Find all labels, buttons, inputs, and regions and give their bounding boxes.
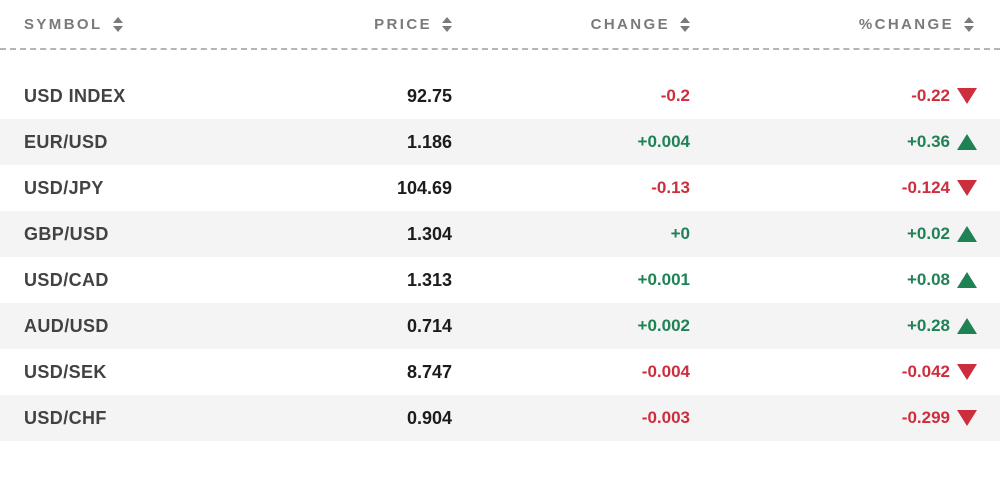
table-row[interactable]: EUR/USD 1.186 +0.004 +0.36 — [0, 119, 1000, 165]
column-header-pct-change-label: %CHANGE — [858, 15, 954, 33]
change-cell: +0.001 — [637, 270, 690, 289]
sort-icon — [112, 16, 123, 32]
symbol-cell[interactable]: EUR/USD — [24, 131, 108, 152]
table-row[interactable]: USD/CHF 0.904 -0.003 -0.299 — [0, 395, 1000, 441]
trend-arrow-icon — [957, 180, 977, 196]
table-row[interactable]: USD/SEK 8.747 -0.004 -0.042 — [0, 349, 1000, 395]
trend-arrow-icon — [957, 134, 977, 150]
table-body: USD INDEX 92.75 -0.2 -0.22 EUR/USD 1.186… — [0, 73, 1000, 441]
symbol-cell[interactable]: USD/CHF — [24, 407, 107, 428]
column-header-change-label: CHANGE — [590, 15, 670, 33]
arrow-cell — [950, 318, 1000, 334]
pct-change-cell: +0.36 — [906, 132, 950, 151]
pct-change-cell: -0.299 — [901, 408, 950, 427]
sort-icon — [442, 16, 452, 32]
arrow-cell — [950, 180, 1000, 196]
table-row[interactable]: USD/CAD 1.313 +0.001 +0.08 — [0, 257, 1000, 303]
change-cell: -0.004 — [641, 362, 690, 381]
column-header-symbol[interactable]: SYMBOL — [0, 16, 260, 33]
price-cell: 0.904 — [406, 407, 452, 428]
arrow-cell — [950, 226, 1000, 242]
trend-arrow-icon — [957, 364, 977, 380]
column-header-symbol-label: SYMBOL — [24, 15, 103, 33]
table-row[interactable]: GBP/USD 1.304 +0 +0.02 — [0, 211, 1000, 257]
column-header-price-label: PRICE — [374, 15, 432, 33]
symbol-cell[interactable]: USD INDEX — [24, 85, 126, 106]
symbol-cell[interactable]: GBP/USD — [24, 223, 109, 244]
price-cell: 1.313 — [406, 269, 452, 290]
change-cell: +0.004 — [637, 132, 690, 151]
change-cell: -0.003 — [641, 408, 690, 427]
symbol-cell[interactable]: USD/JPY — [24, 177, 104, 198]
table-row[interactable]: USD INDEX 92.75 -0.2 -0.22 — [0, 73, 1000, 119]
arrow-cell — [950, 410, 1000, 426]
table-header: SYMBOL PRICE CHANGE %CHANGE — [0, 0, 1000, 50]
price-cell: 0.714 — [406, 315, 452, 336]
price-cell: 1.304 — [406, 223, 452, 244]
pct-change-cell: +0.02 — [906, 224, 950, 243]
change-cell: -0.13 — [651, 178, 690, 197]
trend-arrow-icon — [957, 272, 977, 288]
pct-change-cell: -0.124 — [901, 178, 950, 197]
symbol-cell[interactable]: USD/CAD — [24, 269, 109, 290]
trend-arrow-icon — [957, 226, 977, 242]
price-cell: 1.186 — [406, 131, 452, 152]
change-cell: +0.002 — [637, 316, 690, 335]
pct-change-cell: -0.22 — [911, 86, 950, 105]
pct-change-cell: +0.08 — [906, 270, 950, 289]
pct-change-cell: -0.042 — [901, 362, 950, 381]
symbol-cell[interactable]: USD/SEK — [24, 361, 107, 382]
arrow-cell — [950, 272, 1000, 288]
price-cell: 8.747 — [406, 361, 452, 382]
arrow-cell — [950, 364, 1000, 380]
trend-arrow-icon — [957, 410, 977, 426]
sort-icon — [680, 16, 690, 32]
column-header-price[interactable]: PRICE — [260, 16, 452, 33]
column-header-change[interactable]: CHANGE — [452, 16, 690, 33]
arrow-cell — [950, 134, 1000, 150]
price-cell: 92.75 — [406, 85, 452, 106]
table-row[interactable]: AUD/USD 0.714 +0.002 +0.28 — [0, 303, 1000, 349]
trend-arrow-icon — [957, 88, 977, 104]
change-cell: +0 — [670, 224, 690, 243]
sort-icon — [964, 16, 974, 32]
pct-change-cell: +0.28 — [906, 316, 950, 335]
symbol-cell[interactable]: AUD/USD — [24, 315, 109, 336]
table-row[interactable]: USD/JPY 104.69 -0.13 -0.124 — [0, 165, 1000, 211]
header-gap — [0, 50, 1000, 73]
price-cell: 104.69 — [396, 177, 452, 198]
change-cell: -0.2 — [660, 86, 690, 105]
column-header-pct-change[interactable]: %CHANGE — [690, 16, 1000, 33]
arrow-cell — [950, 88, 1000, 104]
trend-arrow-icon — [957, 318, 977, 334]
